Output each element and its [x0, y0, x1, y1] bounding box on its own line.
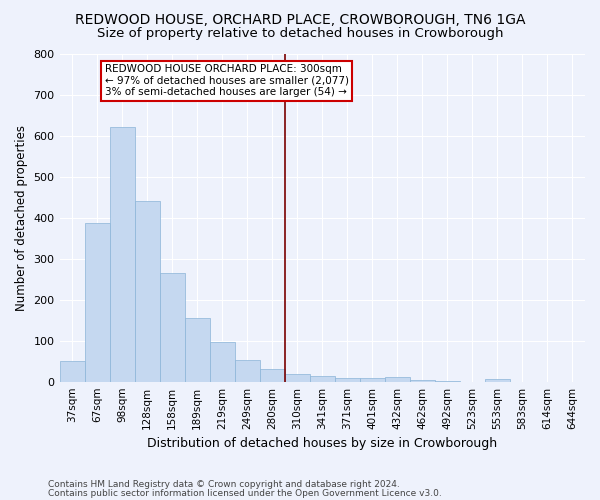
Bar	[485, 379, 510, 382]
Bar	[260, 370, 285, 382]
Bar	[160, 273, 185, 382]
X-axis label: Distribution of detached houses by size in Crowborough: Distribution of detached houses by size …	[147, 437, 497, 450]
Bar	[185, 318, 209, 382]
Bar	[85, 223, 110, 382]
Text: Contains public sector information licensed under the Open Government Licence v3: Contains public sector information licen…	[48, 489, 442, 498]
Text: Contains HM Land Registry data © Crown copyright and database right 2024.: Contains HM Land Registry data © Crown c…	[48, 480, 400, 489]
Bar	[410, 380, 435, 382]
Bar	[134, 202, 160, 382]
Y-axis label: Number of detached properties: Number of detached properties	[15, 125, 28, 311]
Text: REDWOOD HOUSE ORCHARD PLACE: 300sqm
← 97% of detached houses are smaller (2,077): REDWOOD HOUSE ORCHARD PLACE: 300sqm ← 97…	[104, 64, 349, 98]
Bar	[285, 374, 310, 382]
Bar	[110, 127, 134, 382]
Text: REDWOOD HOUSE, ORCHARD PLACE, CROWBOROUGH, TN6 1GA: REDWOOD HOUSE, ORCHARD PLACE, CROWBOROUG…	[75, 12, 525, 26]
Text: Size of property relative to detached houses in Crowborough: Size of property relative to detached ho…	[97, 28, 503, 40]
Bar	[360, 378, 385, 382]
Bar	[235, 360, 260, 382]
Bar	[385, 377, 410, 382]
Bar	[209, 342, 235, 382]
Bar	[335, 378, 360, 382]
Bar	[59, 361, 85, 382]
Bar	[310, 376, 335, 382]
